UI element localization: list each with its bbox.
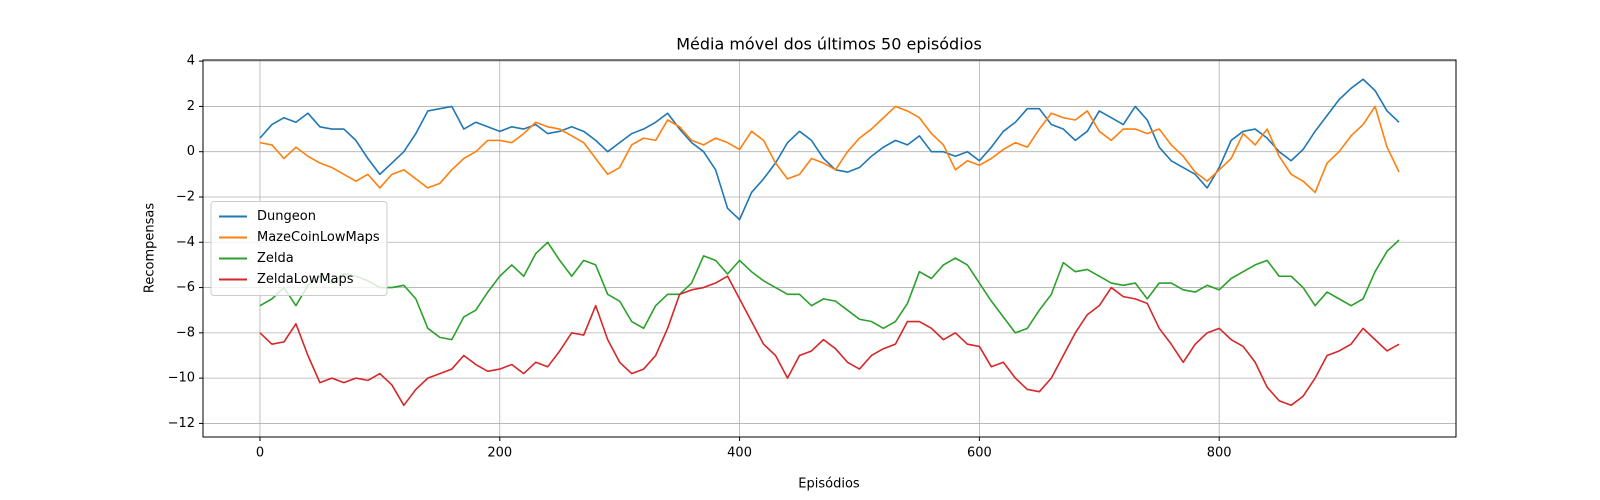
series-line (259, 239, 1400, 341)
legend-label: Zelda (257, 251, 294, 266)
y-tick-label: −2 (176, 189, 195, 204)
y-tick-label: −10 (168, 371, 195, 386)
y-tick-label: 4 (187, 54, 195, 69)
series-line (259, 275, 1400, 407)
x-tick-label: 200 (487, 446, 512, 461)
y-tick-label: −6 (176, 280, 195, 295)
legend: Dungeon MazeCoinLowMaps Zelda ZeldaLowMaps (210, 201, 388, 296)
chart-title: Média móvel dos últimos 50 episódios (676, 35, 982, 54)
y-tick-label: −8 (176, 325, 195, 340)
axes-frame (202, 59, 1457, 438)
series-line (259, 78, 1400, 221)
legend-box (210, 201, 388, 296)
legend-label: ZeldaLowMaps (257, 272, 354, 287)
y-tick-label: −12 (168, 416, 195, 431)
x-tick-label: 600 (967, 446, 992, 461)
x-tick-label: 800 (1207, 446, 1232, 461)
x-axis-label: Episódios (798, 477, 860, 492)
y-axis-label: Recompensas (143, 203, 158, 293)
x-tick-label: 0 (256, 446, 264, 461)
legend-label: Dungeon (257, 209, 316, 224)
x-tick-label: 400 (727, 446, 752, 461)
y-tick-label: 2 (187, 99, 195, 114)
series-line (259, 105, 1400, 194)
y-tick-label: −4 (176, 235, 195, 250)
y-tick-label: 0 (187, 144, 195, 159)
legend-label: MazeCoinLowMaps (257, 230, 380, 245)
